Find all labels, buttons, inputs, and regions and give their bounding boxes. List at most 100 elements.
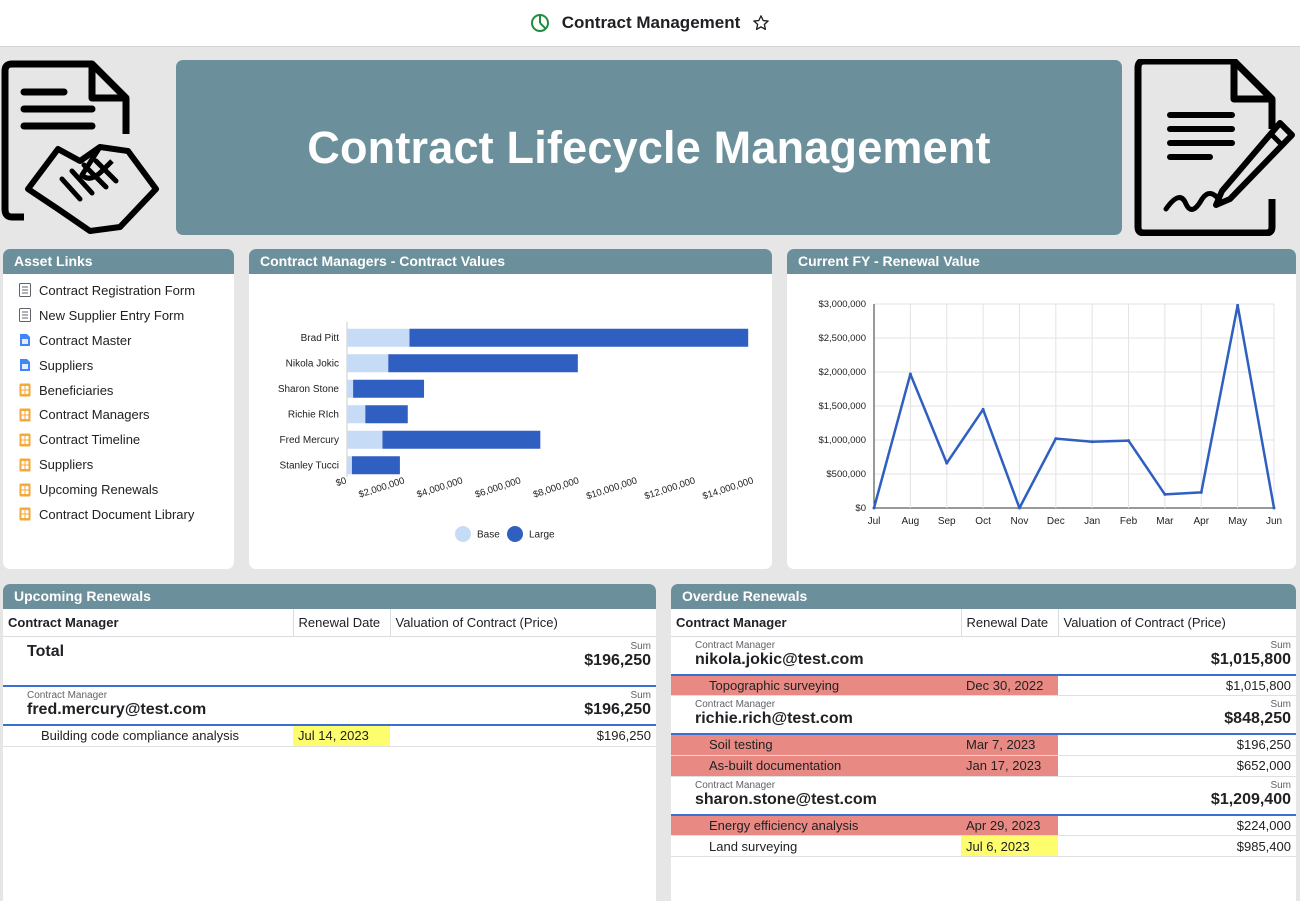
column-header-manager[interactable]: Contract Manager [671,609,962,637]
renewal-date-cell[interactable]: Jul 6, 2023 [961,835,1058,857]
category-label: Nikola Jokic [286,358,339,369]
valuation-cell[interactable]: $196,250 [390,725,656,747]
column-header-valuation[interactable]: Valuation of Contract (Price) [1058,609,1296,637]
x-tick-label: $4,000,000 [416,475,465,500]
contract-name-cell[interactable]: Land surveying [671,835,961,857]
pie-chart-icon [530,14,549,32]
asset-link-beneficiaries[interactable]: Beneficiaries [19,378,234,403]
table-row[interactable]: Soil testing Mar 7, 2023 $196,250 [671,734,1296,756]
data-point-9 [1199,490,1203,494]
manager-email: nikola.jokic@test.com [695,650,864,668]
renewal-date-cell[interactable]: Dec 30, 2022 [961,674,1058,696]
x-tick-label: Dec [1047,516,1065,527]
asset-link-contract-timeline[interactable]: Contract Timeline [19,427,234,452]
x-tick-label: Jul [868,516,881,527]
valuation-cell[interactable]: $985,400 [1058,835,1296,857]
x-tick-label: $12,000,000 [643,475,697,502]
contract-name-cell[interactable]: Soil testing [671,734,961,756]
bar-chart-title: Contract Managers - Contract Values [249,249,772,274]
contract-name-cell[interactable]: Topographic surveying [671,674,961,696]
x-tick-label: $2,000,000 [357,475,406,500]
star-icon[interactable] [752,14,770,32]
upcoming-renewals-card: Upcoming Renewals Contract Manager Renew… [3,584,656,901]
category-label: Richie RIch [288,409,339,420]
total-label: Total [27,642,65,660]
column-header-manager[interactable]: Contract Manager [3,609,294,637]
contract-name-cell[interactable]: As-built documentation [671,755,961,777]
renewal-date-cell[interactable]: Jul 14, 2023 [293,725,390,747]
data-point-3 [981,407,985,411]
table-row[interactable]: As-built documentation Jan 17, 2023 $652,0… [671,755,1296,777]
x-tick-label: Nov [1011,516,1029,527]
group-header-row[interactable]: Contract Manager sharon.stone@test.com Sum… [671,776,1296,815]
doc-blue-icon [20,359,30,372]
bar-large-1 [388,354,578,373]
bar-base-4 [347,430,383,449]
app-header: Contract Management [0,0,1300,47]
table-row[interactable]: Building code compliance analysis Jul 14,… [3,725,656,747]
sum-label: Sum [1270,699,1291,710]
column-header-renewal-date[interactable]: Renewal Date [961,609,1059,637]
asset-link-label: Contract Master [39,332,132,348]
asset-link-suppliers[interactable]: Suppliers [19,353,234,378]
asset-link-upcoming-renewals[interactable]: Upcoming Renewals [19,477,234,502]
table-orange-icon [19,458,31,472]
group-header-row[interactable]: Contract Manager fred.mercury@test.com Sum… [3,686,656,725]
asset-link-label: Contract Managers [39,407,150,423]
asset-links-list: Contract Registration Form New Supplier E… [3,274,234,527]
asset-link-contract-document-library[interactable]: Contract Document Library [19,502,234,527]
asset-links-title: Asset Links [3,249,234,274]
data-point-8 [1163,492,1167,496]
renewal-date-cell[interactable]: Mar 7, 2023 [961,734,1058,756]
renewal-date-cell[interactable]: Jan 17, 2023 [961,755,1058,777]
y-tick-label: $3,000,000 [818,299,866,310]
total-row: Total Sum $196,250 [3,636,656,686]
bar-base-1 [347,354,389,373]
valuation-cell[interactable]: $1,015,800 [1058,674,1296,696]
y-tick-label: $0 [855,503,866,514]
table-orange-icon [19,483,31,497]
contract-name-cell[interactable]: Building code compliance analysis [3,725,293,747]
x-tick-label: Oct [975,516,991,527]
upcoming-renewals-title: Upcoming Renewals [3,584,656,609]
group-label: Contract Manager [695,699,776,710]
manager-email: richie.rich@test.com [695,710,853,727]
manager-email: sharon.stone@test.com [695,790,877,808]
table-row[interactable]: Energy efficiency analysis Apr 29, 2023 $2… [671,814,1296,836]
valuation-cell[interactable]: $224,000 [1058,814,1296,836]
asset-link-contract-managers[interactable]: Contract Managers [19,402,234,427]
contract-name-cell[interactable]: Energy efficiency analysis [671,814,961,836]
asset-link-new-supplier-entry-form[interactable]: New Supplier Entry Form [19,303,234,328]
asset-link-label: Beneficiaries [39,382,114,398]
app-title: Contract Management [561,13,741,32]
asset-link-contract-master[interactable]: Contract Master [19,328,234,353]
x-tick-label: Sep [938,516,956,527]
y-tick-label: $500,000 [826,469,866,480]
table-row[interactable]: Topographic surveying Dec 30, 2022 $1,015,… [671,674,1296,696]
category-label: Sharon Stone [278,384,340,395]
renewal-value-chart-card: Current FY - Renewal Value $0 $500,000 $1,… [787,249,1296,569]
line-chart-title: Current FY - Renewal Value [787,249,1296,274]
x-tick-label: Mar [1156,516,1174,527]
group-label: Contract Manager [695,779,776,791]
group-header-row[interactable]: Contract Manager richie.rich@test.com Sum $… [671,696,1296,734]
data-point-2 [945,461,949,465]
valuation-cell[interactable]: $652,000 [1058,755,1296,777]
renewal-date-cell[interactable]: Apr 29, 2023 [961,814,1058,836]
overdue-renewals-table: Contract Manager Renewal Date Valuation … [671,609,1296,857]
x-tick-label: $6,000,000 [474,475,523,500]
table-row[interactable]: Land surveying Jul 6, 2023 $985,400 [671,835,1296,857]
valuation-cell[interactable]: $196,250 [1058,734,1296,756]
sum-label: Sum [630,690,651,701]
renewal-value-line-chart: $0 $500,000 $1,000,000 $1,500,000 $2,000,000… [818,299,1282,527]
x-tick-label: Feb [1120,516,1138,527]
group-header-row[interactable]: Contract Manager nikola.jokic@test.com Sum… [671,636,1296,675]
asset-link-label: New Supplier Entry Form [39,307,185,323]
asset-link-suppliers[interactable]: Suppliers [19,452,234,477]
column-header-valuation[interactable]: Valuation of Contract (Price) [390,609,656,637]
contract-handshake-icon [1,60,159,234]
table-orange-icon [19,408,31,422]
asset-link-contract-registration-form[interactable]: Contract Registration Form [19,278,234,303]
column-header-renewal-date[interactable]: Renewal Date [293,609,391,637]
x-tick-label: Jun [1266,516,1282,527]
